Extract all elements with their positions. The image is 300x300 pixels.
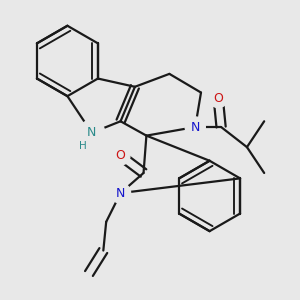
Circle shape <box>79 120 105 146</box>
Circle shape <box>185 117 205 137</box>
Circle shape <box>111 146 130 165</box>
Text: N: N <box>190 121 200 134</box>
Text: O: O <box>213 92 223 105</box>
Text: N: N <box>87 126 97 139</box>
Text: N: N <box>116 187 125 200</box>
Circle shape <box>110 183 130 203</box>
Text: O: O <box>116 149 125 162</box>
Circle shape <box>209 89 228 108</box>
Text: H: H <box>79 141 87 151</box>
